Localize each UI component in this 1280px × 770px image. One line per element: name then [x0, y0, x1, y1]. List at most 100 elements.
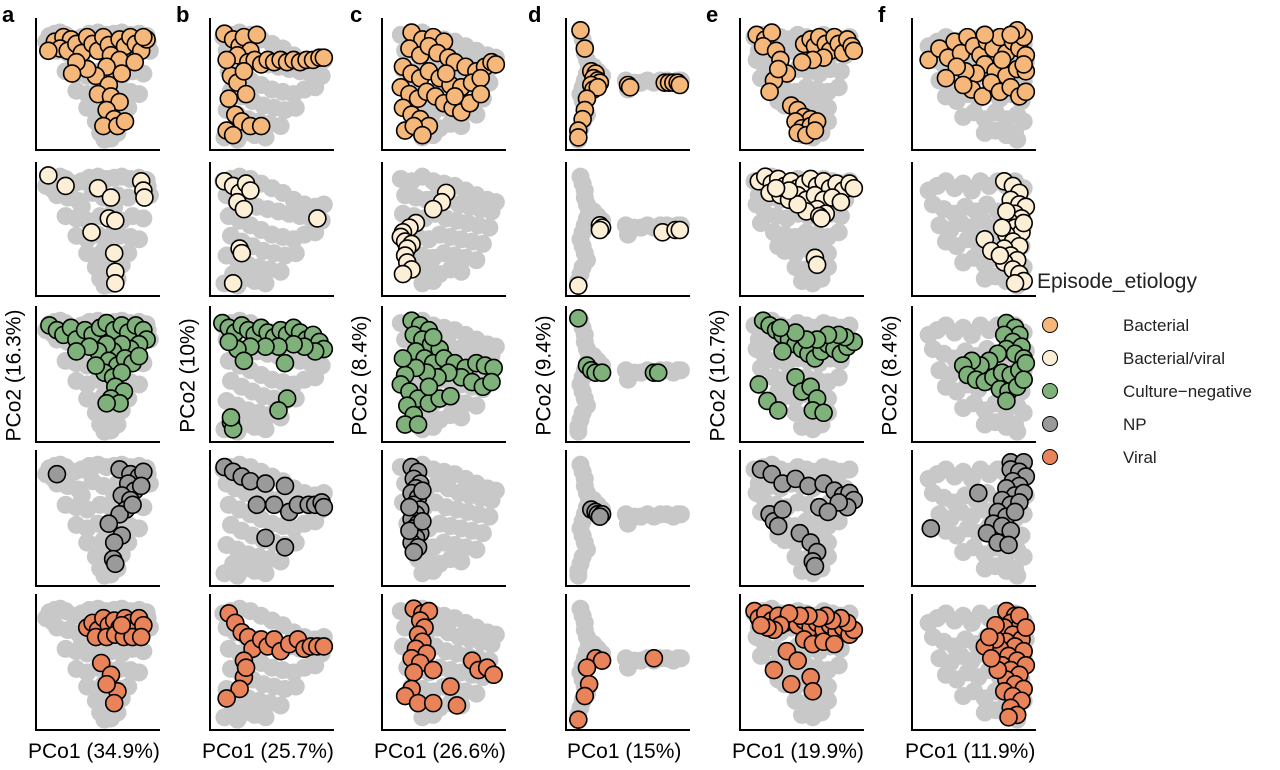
y-axis-label-a: PCo2 (16.3%) [2, 309, 26, 442]
subplot-e-4 [739, 450, 864, 587]
data-point [805, 121, 825, 140]
data-point [314, 48, 334, 67]
background-point [101, 709, 120, 728]
data-point [973, 87, 992, 106]
data-point [979, 627, 999, 647]
background-point [306, 656, 325, 675]
background-point [134, 642, 153, 661]
background-point [829, 223, 848, 242]
background-point [747, 340, 766, 359]
data-point [764, 660, 784, 680]
data-point [236, 84, 256, 104]
legend: Episode_etiology Bacterial Bacterial/vira… [1037, 270, 1280, 479]
data-point [947, 57, 967, 77]
data-point [792, 52, 812, 72]
data-point [112, 64, 132, 83]
data-point [999, 707, 1018, 727]
background-point [271, 552, 290, 571]
axis-lines [381, 594, 506, 731]
data-point [105, 211, 125, 231]
background-point [482, 202, 501, 221]
background-point [130, 230, 149, 249]
data-point [771, 318, 790, 338]
axis-lines [35, 306, 160, 443]
background-point [1014, 112, 1033, 131]
background-point [452, 408, 471, 427]
data-point [807, 255, 827, 275]
data-point [590, 507, 610, 526]
data-point [436, 64, 456, 83]
data-point [408, 415, 428, 434]
background-point [130, 375, 149, 394]
background-point [424, 272, 443, 291]
background-point [228, 566, 247, 585]
legend-marker [1042, 317, 1058, 333]
data-point [670, 220, 690, 240]
background-point [467, 251, 486, 270]
data-point [751, 615, 771, 635]
legend-item: Viral [1037, 446, 1280, 479]
data-point [969, 483, 988, 503]
data-point [575, 39, 595, 58]
subplot-c-1 [381, 18, 506, 151]
subplot-d-4 [565, 450, 690, 587]
legend-label: Bacterial [1123, 316, 1190, 335]
data-point [423, 327, 443, 347]
data-point [921, 519, 941, 538]
background-point [831, 207, 850, 226]
data-point [99, 514, 119, 534]
data-point [56, 176, 75, 196]
data-point [569, 276, 588, 295]
subplot-c-4 [381, 450, 506, 587]
subplot-d-2 [565, 162, 690, 297]
data-point [1016, 618, 1036, 637]
data-point [423, 660, 443, 680]
subplot-b-2 [209, 162, 334, 297]
data-point [308, 209, 327, 228]
data-point [251, 116, 271, 136]
data-point [441, 386, 460, 406]
background-point [130, 663, 149, 682]
subplot-f-2 [911, 162, 1036, 297]
subplot-d-1 [565, 18, 690, 151]
axis-lines [381, 450, 506, 587]
background-point [256, 708, 275, 727]
data-point [247, 25, 267, 45]
data-point [400, 521, 419, 541]
data-point [232, 243, 252, 263]
data-point [1014, 370, 1033, 390]
data-point [39, 41, 58, 61]
axis-lines [209, 594, 334, 731]
subplot-b-4 [209, 450, 334, 587]
data-point [275, 538, 295, 557]
axis-lines [739, 306, 864, 443]
background-point [818, 677, 837, 696]
data-point [484, 665, 503, 685]
axis-lines [381, 18, 506, 151]
axis-lines [739, 594, 864, 731]
subplot-e-3 [739, 306, 864, 443]
background-point [314, 195, 333, 214]
background-point [452, 117, 471, 136]
background-point [671, 361, 690, 380]
background-point [228, 710, 247, 729]
data-point [919, 50, 938, 70]
axis-lines [739, 450, 864, 587]
data-point [997, 202, 1016, 221]
axis-lines [35, 594, 160, 731]
subplot-a-2 [35, 162, 160, 297]
subplot-f-3 [911, 306, 1036, 443]
data-point [592, 651, 612, 670]
background-point [751, 358, 770, 377]
data-point [990, 246, 1010, 265]
data-point [445, 87, 465, 106]
data-point [105, 274, 125, 293]
axis-lines [739, 162, 864, 297]
data-point [1001, 25, 1021, 45]
data-point [131, 627, 151, 647]
data-point [62, 64, 82, 83]
data-point [588, 77, 608, 97]
data-point [620, 77, 640, 97]
axis-lines [911, 162, 1036, 297]
